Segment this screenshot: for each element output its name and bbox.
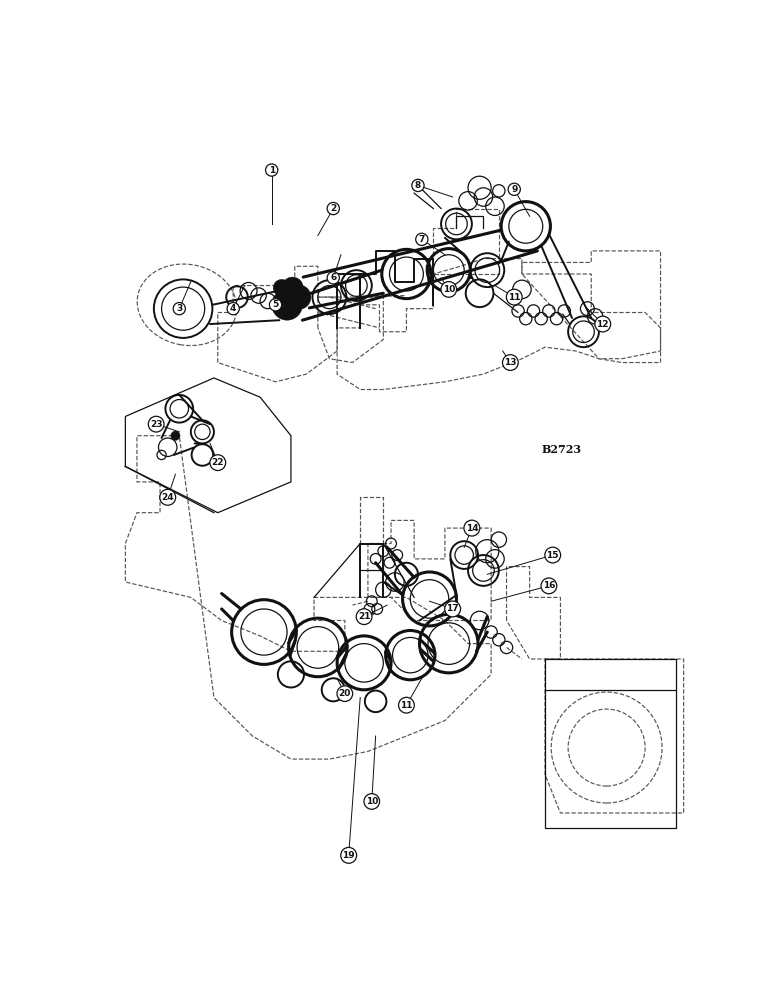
Text: 1: 1: [269, 166, 275, 175]
Text: 7: 7: [418, 235, 425, 244]
Text: 2: 2: [330, 204, 337, 213]
Text: 6: 6: [330, 273, 337, 282]
Text: 17: 17: [446, 604, 459, 613]
Text: 9: 9: [511, 185, 517, 194]
Text: 13: 13: [504, 358, 516, 367]
Circle shape: [273, 279, 290, 296]
Text: 10: 10: [366, 797, 378, 806]
Text: B2723: B2723: [541, 444, 581, 455]
Circle shape: [171, 431, 180, 440]
Text: 11: 11: [508, 293, 520, 302]
Text: 12: 12: [597, 320, 609, 329]
Text: 23: 23: [150, 420, 162, 429]
Text: 8: 8: [415, 181, 421, 190]
Text: 20: 20: [339, 689, 351, 698]
Text: 10: 10: [442, 285, 455, 294]
Text: 15: 15: [547, 551, 559, 560]
Circle shape: [286, 285, 311, 309]
Circle shape: [282, 277, 303, 299]
Circle shape: [272, 289, 303, 320]
Text: 4: 4: [230, 304, 236, 313]
Text: 22: 22: [212, 458, 224, 467]
Text: 24: 24: [161, 493, 174, 502]
Text: 5: 5: [273, 300, 279, 309]
Text: 11: 11: [400, 701, 413, 710]
Text: 19: 19: [342, 851, 355, 860]
Text: 14: 14: [466, 524, 478, 533]
Text: 21: 21: [358, 612, 371, 621]
Text: 16: 16: [543, 581, 555, 590]
Text: 3: 3: [176, 304, 182, 313]
